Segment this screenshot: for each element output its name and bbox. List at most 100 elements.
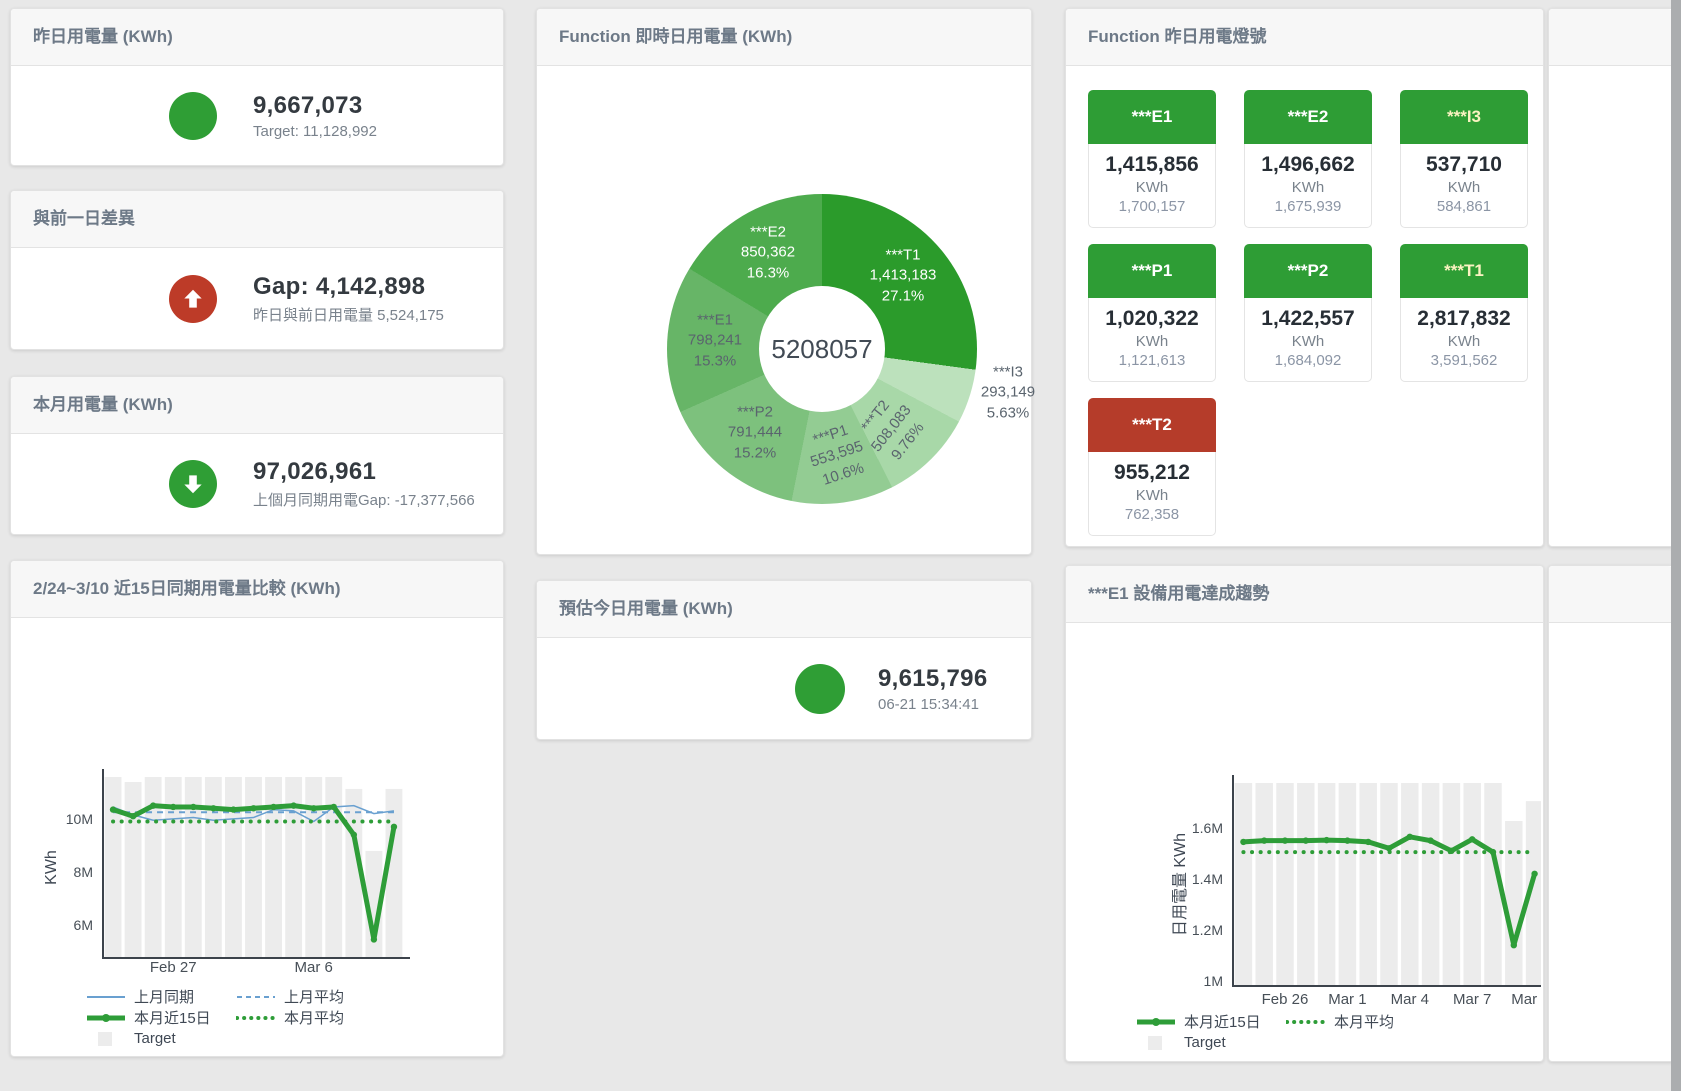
lamp-value: 1,422,557 bbox=[1261, 307, 1355, 330]
partial-panel-top bbox=[1548, 8, 1673, 547]
svg-text:Mar 4: Mar 4 bbox=[1391, 991, 1429, 1008]
lamp-target: 584,861 bbox=[1436, 198, 1492, 215]
arrow-down-icon bbox=[169, 460, 217, 508]
legend-item[interactable]: Target bbox=[86, 1028, 236, 1049]
yesterday-stat: 9,667,073 Target: 11,128,992 bbox=[11, 66, 503, 165]
card-title-lamps: Function 昨日用電燈號 bbox=[1066, 9, 1543, 66]
status-circle-icon bbox=[795, 663, 845, 714]
lamp-tile-p1: ***P1 1,020,322 KWh 1,121,613 bbox=[1088, 244, 1216, 382]
svg-text:Mar 10: Mar 10 bbox=[1511, 991, 1541, 1008]
lamp-tile-e1: ***E1 1,415,856 KWh 1,700,157 bbox=[1088, 90, 1216, 228]
estimate-stat: 9,615,796 06-21 15:34:41 bbox=[537, 638, 1031, 739]
lamp-target: 1,684,092 bbox=[1274, 352, 1342, 369]
donut-labels: ***T1 1,413,183 27.1% ***I3 293,149 5.63% ***T… bbox=[667, 194, 1035, 504]
estimate-timestamp: 06-21 15:34:41 bbox=[878, 695, 979, 713]
yesterday-value: 9,667,073 bbox=[253, 91, 363, 119]
donut-center: 5208057 bbox=[759, 286, 885, 412]
lamp-unit: KWh bbox=[1447, 179, 1481, 196]
legend-item[interactable]: 本月平均 bbox=[1286, 1014, 1395, 1031]
lamp-target: 3,591,562 bbox=[1430, 352, 1498, 369]
chart-legend: 上月同期 上月平均 本月近15日 本月平均 Target bbox=[86, 986, 406, 1049]
lamp-value: 1,020,322 bbox=[1105, 307, 1199, 330]
day-gap-subtitle: 昨日與前日用電量 5,524,175 bbox=[253, 306, 444, 324]
svg-text:8M: 8M bbox=[74, 864, 93, 880]
partial-panel-header bbox=[1549, 9, 1672, 66]
legend-item[interactable]: 上月平均 bbox=[237, 989, 345, 1006]
svg-text:Mar 1: Mar 1 bbox=[1328, 991, 1366, 1008]
donut-center-total: 5208057 bbox=[771, 333, 873, 364]
lamp-tile-grid: ***E1 1,415,856 KWh 1,700,157 ***E2 1,49… bbox=[1066, 66, 1543, 536]
pie-slice-label: ***T1 1,413,183 27.1% bbox=[869, 246, 937, 305]
lamp-unit: KWh bbox=[1291, 179, 1325, 196]
card-title-estimate: 預估今日用電量 (KWh) bbox=[537, 581, 1031, 638]
day-gap-value: Gap: 4,142,898 bbox=[253, 272, 426, 300]
legend-item[interactable]: 本月近15日 bbox=[86, 1007, 236, 1028]
lamp-unit: KWh bbox=[1135, 179, 1169, 196]
pie-slice-label: ***I3 293,149 5.63% bbox=[980, 363, 1036, 422]
lamp-tile-t2: ***T2 955,212 KWh 762,358 bbox=[1088, 398, 1216, 536]
yesterday-target: Target: 11,128,992 bbox=[253, 122, 377, 140]
status-circle-icon bbox=[169, 91, 217, 140]
svg-text:Feb 26: Feb 26 bbox=[1262, 991, 1309, 1008]
arrow-up-icon bbox=[169, 274, 217, 323]
month-stat: 97,026,961 上個月同期用電Gap: -17,377,566 bbox=[11, 434, 503, 534]
lamp-value: 955,212 bbox=[1114, 461, 1190, 484]
card-yesterday-usage: 昨日用電量 (KWh) 9,667,073 Target: 11,128,992 bbox=[10, 8, 504, 166]
card-title-month: 本月用電量 (KWh) bbox=[11, 377, 503, 434]
svg-text:6M: 6M bbox=[74, 917, 93, 933]
e1-trend-chart[interactable]: 1M 1.2M 1.4M 1.6M Feb 26 Mar 1 Mar 4 Mar 7 Mar 1… bbox=[1066, 623, 1543, 1061]
svg-text:Mar 7: Mar 7 bbox=[1453, 991, 1491, 1008]
lamp-unit: KWh bbox=[1447, 333, 1481, 350]
chart-legend: 本月近15日 本月平均 Target bbox=[1136, 1011, 1456, 1053]
lamp-target: 1,675,939 bbox=[1274, 198, 1342, 215]
svg-text:1.4M: 1.4M bbox=[1192, 871, 1223, 887]
lamp-label: ***E1 bbox=[1088, 90, 1216, 144]
pie-slice-label: ***E2 850,362 16.3% bbox=[740, 223, 796, 282]
legend-item[interactable]: 本月平均 bbox=[236, 1010, 345, 1027]
card-title-realtime: Function 即時日用電量 (KWh) bbox=[537, 9, 1031, 66]
lamp-value: 1,415,856 bbox=[1105, 153, 1199, 176]
lamp-tile-i3: ***I3 537,710 KWh 584,861 bbox=[1400, 90, 1528, 228]
partial-panel-header bbox=[1549, 566, 1672, 623]
svg-text:1.2M: 1.2M bbox=[1192, 922, 1223, 938]
lamp-target: 1,700,157 bbox=[1118, 198, 1186, 215]
lamp-tile-e2: ***E2 1,496,662 KWh 1,675,939 bbox=[1244, 90, 1372, 228]
lamp-value: 537,710 bbox=[1426, 153, 1502, 176]
partial-panel-bottom bbox=[1548, 565, 1673, 1062]
card-today-estimate: 預估今日用電量 (KWh) 9,615,796 06-21 15:34:41 bbox=[536, 580, 1032, 740]
svg-text:1.6M: 1.6M bbox=[1192, 820, 1223, 836]
card-title-15day-compare: 2/24~3/10 近15日同期用電量比較 (KWh) bbox=[11, 561, 503, 618]
svg-text:Feb 27: Feb 27 bbox=[150, 959, 197, 976]
lamp-target: 762,358 bbox=[1124, 506, 1180, 523]
card-lamp-status: Function 昨日用電燈號 ***E1 1,415,856 KWh 1,70… bbox=[1065, 8, 1544, 547]
lamp-label: ***T1 bbox=[1400, 244, 1528, 298]
lamp-label: ***E2 bbox=[1244, 90, 1372, 144]
legend-item[interactable]: 上月同期 bbox=[87, 989, 195, 1006]
lamp-tile-t1: ***T1 2,817,832 KWh 3,591,562 bbox=[1400, 244, 1528, 382]
card-title-yesterday: 昨日用電量 (KWh) bbox=[11, 9, 503, 66]
lamp-unit: KWh bbox=[1291, 333, 1325, 350]
compare-15day-chart[interactable]: 6M 8M 10M Feb 27 Mar 6 KWh 上月同期 上月平均 本月近15日 本月平均 T… bbox=[11, 618, 503, 1056]
estimate-value: 9,615,796 bbox=[878, 664, 988, 692]
legend-item[interactable]: Target bbox=[1136, 1032, 1286, 1053]
pie-slice-label: ***P2 791,444 15.2% bbox=[727, 403, 783, 462]
svg-text:10M: 10M bbox=[66, 811, 93, 827]
svg-text:KWh: KWh bbox=[43, 850, 60, 885]
lamp-tile-p2: ***P2 1,422,557 KWh 1,684,092 bbox=[1244, 244, 1372, 382]
lamp-target: 1,121,613 bbox=[1118, 352, 1186, 369]
lamp-body: ***E1 1,415,856 KWh 1,700,157 ***E2 1,49… bbox=[1066, 66, 1543, 546]
card-realtime-donut: Function 即時日用電量 (KWh) 5208057 ***T1 1,413… bbox=[536, 8, 1035, 555]
realtime-donut-body: 5208057 ***T1 1,413,183 27.1% ***I3 293,149 5… bbox=[537, 66, 1035, 554]
lamp-label: ***P1 bbox=[1088, 244, 1216, 298]
lamp-value: 1,496,662 bbox=[1261, 153, 1355, 176]
lamp-value: 2,817,832 bbox=[1417, 307, 1511, 330]
lamp-label: ***I3 bbox=[1400, 90, 1528, 144]
card-title-e1-trend: ***E1 設備用電達成趨勢 bbox=[1066, 566, 1543, 623]
svg-text:1M: 1M bbox=[1204, 973, 1223, 989]
legend-item[interactable]: 本月近15日 bbox=[1136, 1011, 1286, 1032]
vertical-scrollbar[interactable] bbox=[1671, 0, 1681, 1091]
lamp-label: ***T2 bbox=[1088, 398, 1216, 452]
card-title-day-gap: 與前一日差異 bbox=[11, 191, 503, 248]
donut-chart[interactable]: 5208057 ***T1 1,413,183 27.1% ***I3 293,149 5… bbox=[667, 194, 1035, 504]
